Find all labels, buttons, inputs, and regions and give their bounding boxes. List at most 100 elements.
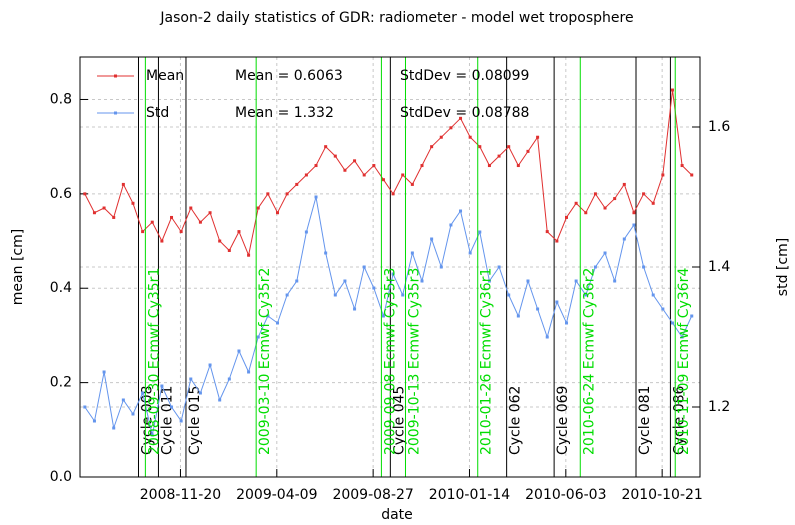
point-marker xyxy=(121,182,125,186)
point-marker xyxy=(565,321,569,325)
point-marker xyxy=(121,398,125,402)
point-marker xyxy=(304,173,308,177)
point-marker xyxy=(642,192,646,196)
point-marker xyxy=(603,251,607,255)
point-marker xyxy=(497,265,501,269)
point-marker xyxy=(141,391,145,395)
x-tick-label: 2010-06-03 xyxy=(525,487,606,503)
point-marker xyxy=(208,211,212,215)
point-marker xyxy=(314,195,318,199)
x-tick-label: 2009-04-09 xyxy=(236,487,317,503)
point-marker xyxy=(179,419,183,423)
legend-stat: Mean = 1.332 xyxy=(235,105,334,121)
point-marker xyxy=(170,215,174,219)
point-marker xyxy=(372,286,376,290)
point-marker xyxy=(83,405,87,409)
y-tick-label: 0.4 xyxy=(50,280,72,296)
point-marker xyxy=(218,239,222,243)
point-marker xyxy=(343,279,347,283)
point-marker xyxy=(449,223,453,227)
point-marker xyxy=(449,126,453,130)
point-marker xyxy=(478,230,482,234)
series-line xyxy=(84,196,693,436)
event-label: 2009-09-08 Ecmwf Cy35r3 xyxy=(382,268,398,455)
point-marker xyxy=(593,265,597,269)
y-tick-label: 0.6 xyxy=(50,186,72,202)
point-marker xyxy=(275,321,279,325)
legend-stat: StdDev = 0.08788 xyxy=(400,105,529,121)
point-marker xyxy=(353,307,357,311)
point-marker xyxy=(92,419,96,423)
point-marker xyxy=(324,145,328,149)
event-label: Cycle 015 xyxy=(187,386,203,455)
point-marker xyxy=(333,293,337,297)
point-marker xyxy=(256,335,260,339)
point-marker xyxy=(227,377,231,381)
point-marker xyxy=(112,426,116,430)
x-tick-label: 2010-01-14 xyxy=(429,487,510,503)
y-tick-label: 0.0 xyxy=(50,469,72,485)
legend-marker xyxy=(114,111,117,115)
point-marker xyxy=(536,135,540,139)
event-label: Cycle 069 xyxy=(555,386,571,455)
y2-tick-label: 1.2 xyxy=(708,399,730,415)
point-marker xyxy=(208,363,212,367)
point-marker xyxy=(439,135,443,139)
point-marker xyxy=(487,164,491,168)
point-marker xyxy=(487,279,491,283)
point-marker xyxy=(632,223,636,227)
point-marker xyxy=(92,211,96,215)
point-marker xyxy=(507,145,511,149)
event-label: 2008-09-30 Ecmwf Cy35r1 xyxy=(146,268,162,455)
point-marker xyxy=(661,307,665,311)
point-marker xyxy=(227,248,231,252)
point-marker xyxy=(651,201,655,205)
point-marker xyxy=(468,251,472,255)
point-marker xyxy=(391,192,395,196)
point-marker xyxy=(372,164,376,168)
point-marker xyxy=(324,251,328,255)
point-marker xyxy=(353,159,357,163)
point-marker xyxy=(285,293,289,297)
point-marker xyxy=(170,405,174,409)
point-marker xyxy=(651,293,655,297)
point-marker xyxy=(256,206,260,210)
point-marker xyxy=(468,135,472,139)
point-marker xyxy=(333,154,337,158)
point-marker xyxy=(632,211,636,215)
point-marker xyxy=(150,220,154,224)
point-marker xyxy=(189,377,193,381)
event-label: Cycle 011 xyxy=(159,386,175,455)
point-marker xyxy=(410,182,414,186)
x-tick-label: 2008-11-20 xyxy=(140,487,221,503)
point-marker xyxy=(670,321,674,325)
point-marker xyxy=(593,192,597,196)
point-marker xyxy=(526,149,530,153)
legend-label: Std xyxy=(146,105,169,121)
series-line xyxy=(84,89,693,257)
point-marker xyxy=(690,173,694,177)
point-marker xyxy=(102,370,106,374)
y-axis-label: mean [cm] xyxy=(10,229,26,305)
point-marker xyxy=(497,154,501,158)
point-marker xyxy=(112,215,116,219)
point-marker xyxy=(237,230,241,234)
point-marker xyxy=(526,279,530,283)
legend-label: Mean xyxy=(146,68,184,84)
event-label: 2010-01-26 Ecmwf Cy36r1 xyxy=(479,268,495,455)
point-marker xyxy=(545,335,549,339)
point-marker xyxy=(247,370,251,374)
legend-stat: StdDev = 0.08099 xyxy=(400,68,529,84)
point-marker xyxy=(362,265,366,269)
y2-axis-label: std [cm] xyxy=(775,238,791,296)
point-marker xyxy=(545,230,549,234)
point-marker xyxy=(690,314,694,318)
point-marker xyxy=(574,279,578,283)
legend-marker xyxy=(114,74,117,78)
plot-frame xyxy=(79,56,701,478)
point-marker xyxy=(266,192,270,196)
point-marker xyxy=(179,230,183,234)
point-marker xyxy=(362,173,366,177)
point-marker xyxy=(247,253,251,257)
event-label: Cycle 081 xyxy=(637,386,653,455)
